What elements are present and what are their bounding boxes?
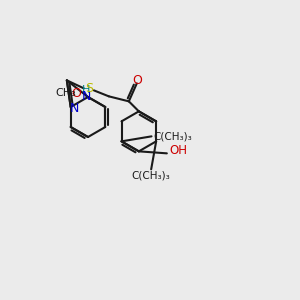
Text: O: O bbox=[72, 87, 82, 100]
Text: C(CH₃)₃: C(CH₃)₃ bbox=[154, 131, 192, 141]
Text: H: H bbox=[82, 85, 90, 95]
Text: O: O bbox=[132, 74, 142, 87]
Text: N: N bbox=[70, 103, 80, 116]
Text: OH: OH bbox=[170, 144, 188, 157]
Text: CH₃: CH₃ bbox=[55, 88, 76, 98]
Text: S: S bbox=[85, 82, 93, 95]
Text: C(CH₃)₃: C(CH₃)₃ bbox=[132, 170, 170, 180]
Text: N: N bbox=[81, 89, 91, 103]
